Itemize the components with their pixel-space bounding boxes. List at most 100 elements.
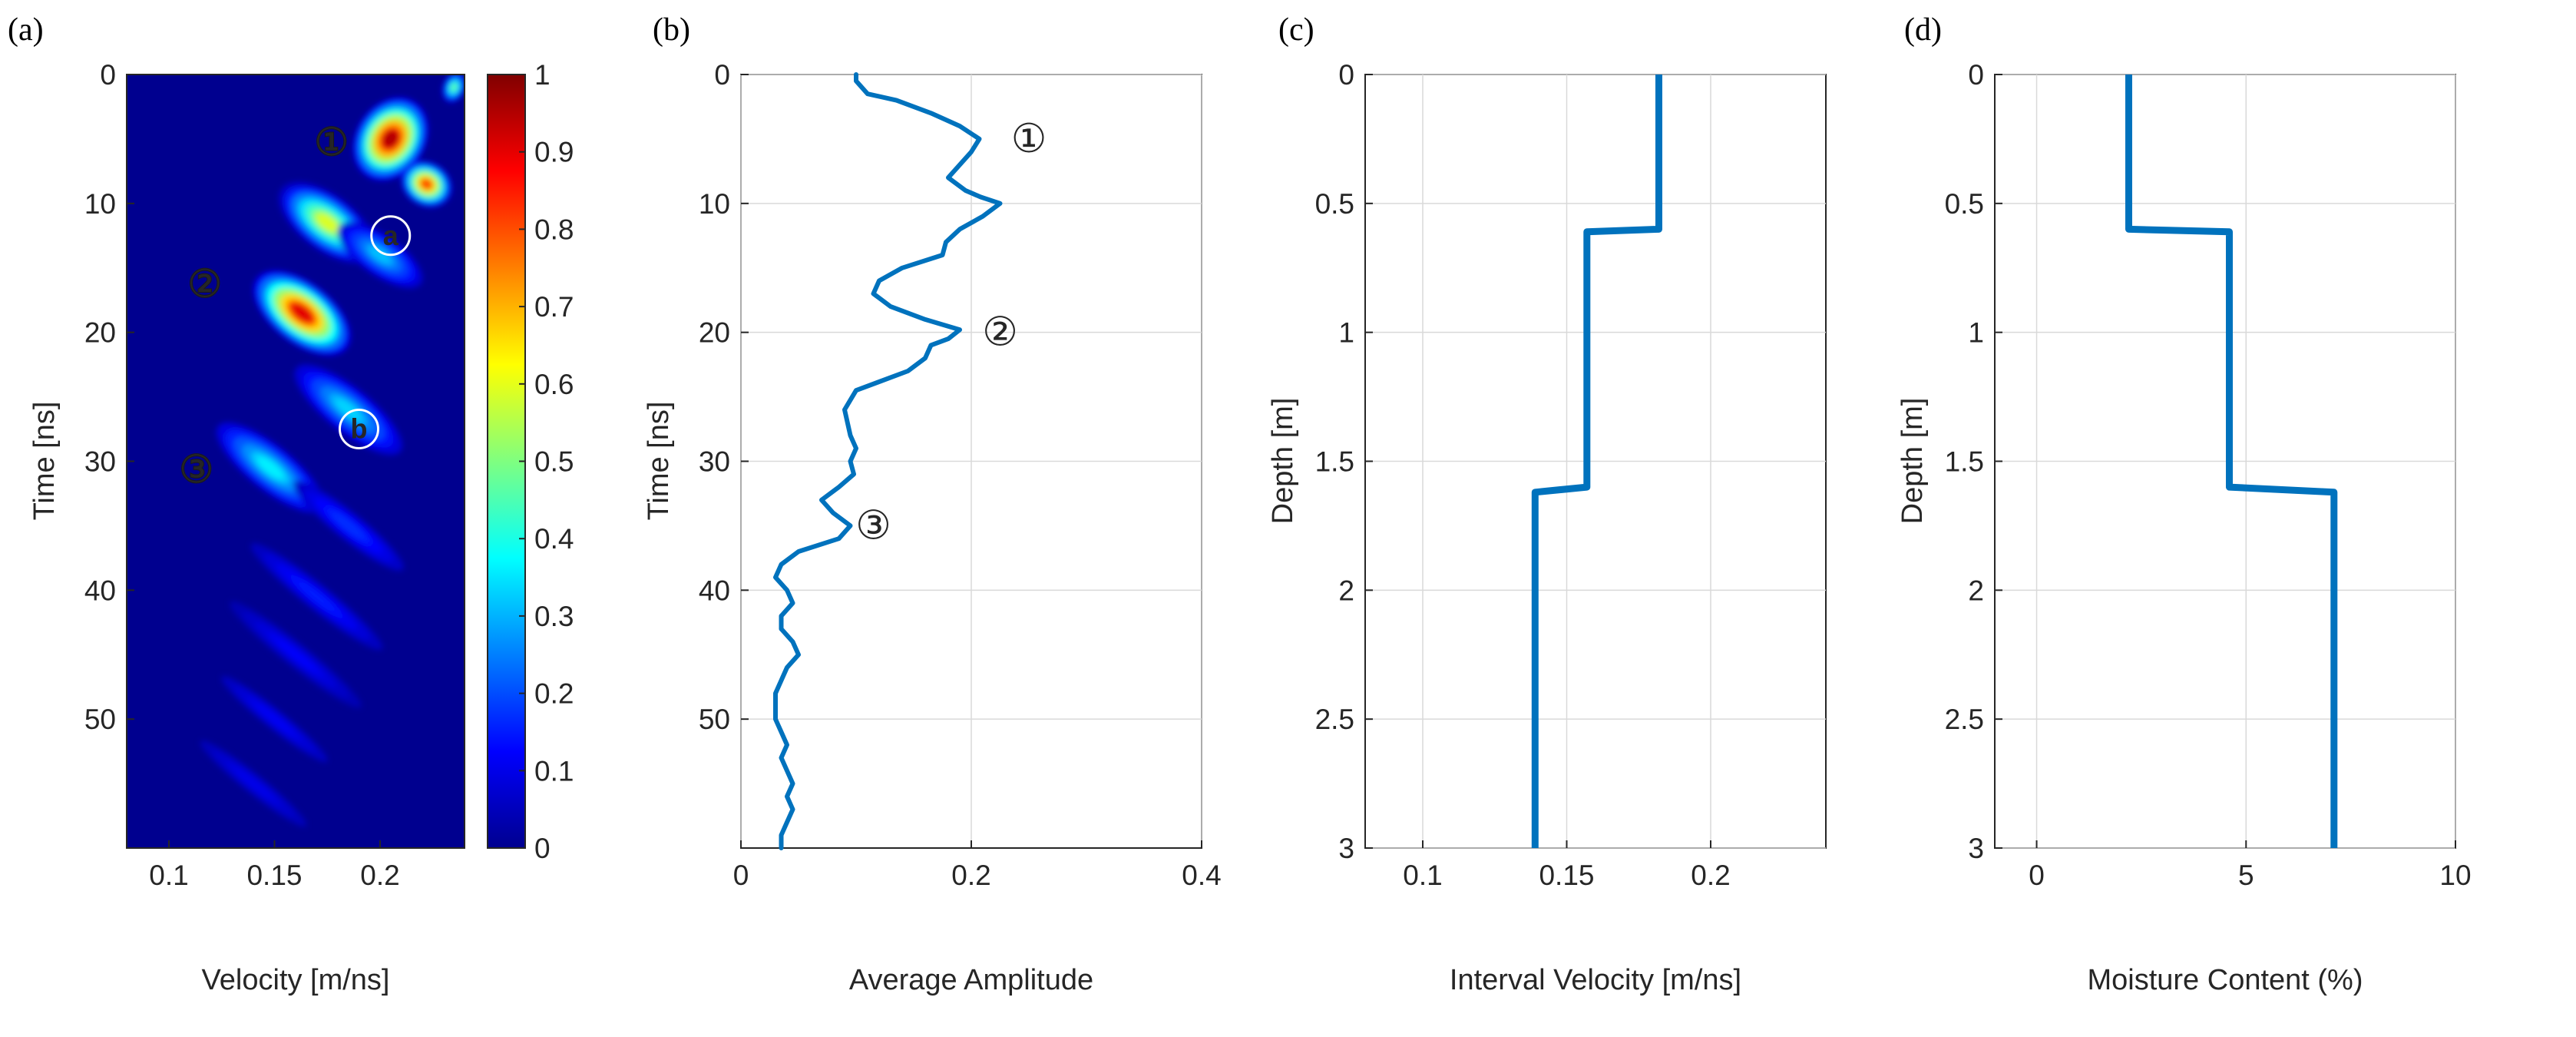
panel-d-label: (d) (1904, 12, 1942, 48)
annotation-label: a (383, 220, 399, 251)
heatmap-contour (297, 581, 336, 612)
x-tick-label: 0.2 (360, 860, 399, 891)
x-tick-label: 0.1 (149, 860, 188, 891)
heatmap-contour (369, 247, 391, 263)
x-tick-label: 0.15 (246, 860, 302, 891)
annotation-circle (370, 215, 412, 257)
annotation-label: ③ (855, 503, 891, 548)
heatmap-blob (337, 221, 423, 289)
heatmap-contour (382, 130, 399, 148)
colorbar-tick-label: 0 (534, 833, 551, 864)
panel-b-ylabel: Time [ns] (643, 402, 675, 521)
y-tick-label: 50 (699, 704, 730, 735)
heatmap-contour (451, 84, 457, 91)
annotation-circle (339, 409, 379, 450)
annotation-label: ③ (179, 448, 213, 491)
y-tick-label: 3 (1338, 833, 1354, 864)
heatmap-contour (291, 303, 312, 323)
panel-d: (d) 0 5 10 0 0.5 1 1.5 2 2.5 3 Moisture Content (… (1896, 12, 2472, 996)
y-tick-label: 2 (1968, 575, 1984, 606)
heatmap-blob (401, 161, 452, 207)
heatmap-contour (255, 703, 294, 735)
x-tick-label: 10 (2439, 860, 2471, 891)
panel-a-label: (a) (8, 12, 44, 48)
panel-c: (c) 0.1 0.15 0.2 0 0.5 1 1.5 2 2.5 3 Interval Vel… (1267, 12, 1827, 996)
heatmap-contour (316, 214, 338, 232)
heatmap-contour (234, 767, 273, 800)
y-tick-label: 1.5 (1945, 446, 1984, 478)
colorbar-tick-label: 0.7 (534, 291, 574, 323)
heatmap-blob (253, 270, 351, 356)
panel-d-ylabel: Depth [m] (1896, 398, 1929, 525)
annotation-label: ① (314, 121, 349, 164)
y-tick-label: 10 (699, 188, 730, 220)
y-tick-label: 0.5 (1315, 188, 1354, 220)
heatmap-image (127, 75, 465, 848)
x-tick-label: 0 (2029, 860, 2045, 891)
panel-b: (b) 0 0.2 0.4 0 10 20 30 40 50 ① ② ③ Average Ampli… (643, 12, 1222, 996)
x-tick-label: 0.2 (951, 860, 990, 891)
colorbar-tick-label: 0.9 (534, 137, 574, 168)
heatmap-blob (353, 98, 428, 181)
panel-c-xlabel: Interval Velocity [m/ns] (1450, 964, 1741, 996)
y-tick-label: 30 (84, 446, 116, 478)
heatmap-contour (332, 512, 365, 539)
y-tick-label: 0 (100, 59, 116, 91)
panel-c-label: (c) (1278, 12, 1314, 48)
x-tick-label: 5 (2238, 860, 2254, 891)
panel-d-xlabel: Moisture Content (%) (2087, 964, 2363, 996)
y-tick-label: 50 (84, 704, 116, 735)
heatmap-blob (441, 75, 465, 104)
y-tick-label: 0 (714, 59, 730, 91)
y-tick-label: 0.5 (1945, 188, 1984, 220)
colorbar-tick-label: 0.4 (534, 523, 574, 555)
panel-a-xlabel: Velocity [m/ns] (202, 964, 390, 996)
moisture-content-line (2125, 75, 2338, 848)
y-tick-label: 0 (1338, 59, 1354, 91)
panel-a-ylabel: Time [ns] (28, 402, 61, 521)
colorbar-tick-label: 0.2 (534, 678, 574, 710)
colorbar-tick-label: 0.3 (534, 601, 574, 632)
heatmap-contour (276, 639, 316, 671)
y-tick-label: 40 (84, 575, 116, 606)
y-tick-label: 1 (1968, 317, 1984, 349)
y-tick-label: 2.5 (1945, 704, 1984, 735)
interval-velocity-line (1531, 75, 1662, 848)
heatmap-contour (256, 456, 284, 479)
panel-b-label: (b) (653, 12, 690, 48)
amplitude-line (773, 72, 1003, 850)
heatmap-blob (250, 543, 383, 651)
heatmap-blob (200, 740, 307, 827)
annotation-label: ② (982, 310, 1018, 355)
colorbar-tick-label: 0.6 (534, 369, 574, 400)
panel-b-xlabel: Average Amplitude (849, 964, 1093, 996)
x-tick-label: 0 (733, 860, 749, 891)
x-tick-label: 0.15 (1539, 860, 1594, 891)
heatmap-blob (230, 601, 362, 708)
panel-c-ylabel: Depth [m] (1267, 398, 1299, 525)
y-tick-label: 2.5 (1315, 704, 1354, 735)
heatmap-contour (335, 398, 362, 421)
heatmap-contour (421, 179, 432, 190)
x-tick-label: 0.1 (1403, 860, 1442, 891)
colorbar-tick-label: 0.1 (534, 755, 574, 787)
y-tick-label: 30 (699, 446, 730, 478)
heatmap-blob (294, 364, 402, 456)
colorbar-tick-label: 0.5 (534, 446, 574, 478)
y-tick-label: 1 (1338, 317, 1354, 349)
y-tick-label: 0 (1968, 59, 1984, 91)
y-tick-label: 20 (699, 317, 730, 349)
annotation-label: ① (1011, 117, 1047, 161)
x-tick-label: 0.4 (1182, 860, 1221, 891)
y-tick-label: 10 (84, 188, 116, 220)
heatmap-blob (221, 676, 328, 762)
colorbar-tick-label: 0.8 (534, 214, 574, 245)
heatmap-blob (293, 480, 404, 571)
y-tick-label: 40 (699, 575, 730, 606)
annotation-label: b (351, 413, 368, 445)
y-tick-label: 1.5 (1315, 446, 1354, 478)
colorbar-tick-label: 1 (534, 59, 551, 91)
annotation-label: ② (187, 263, 222, 306)
